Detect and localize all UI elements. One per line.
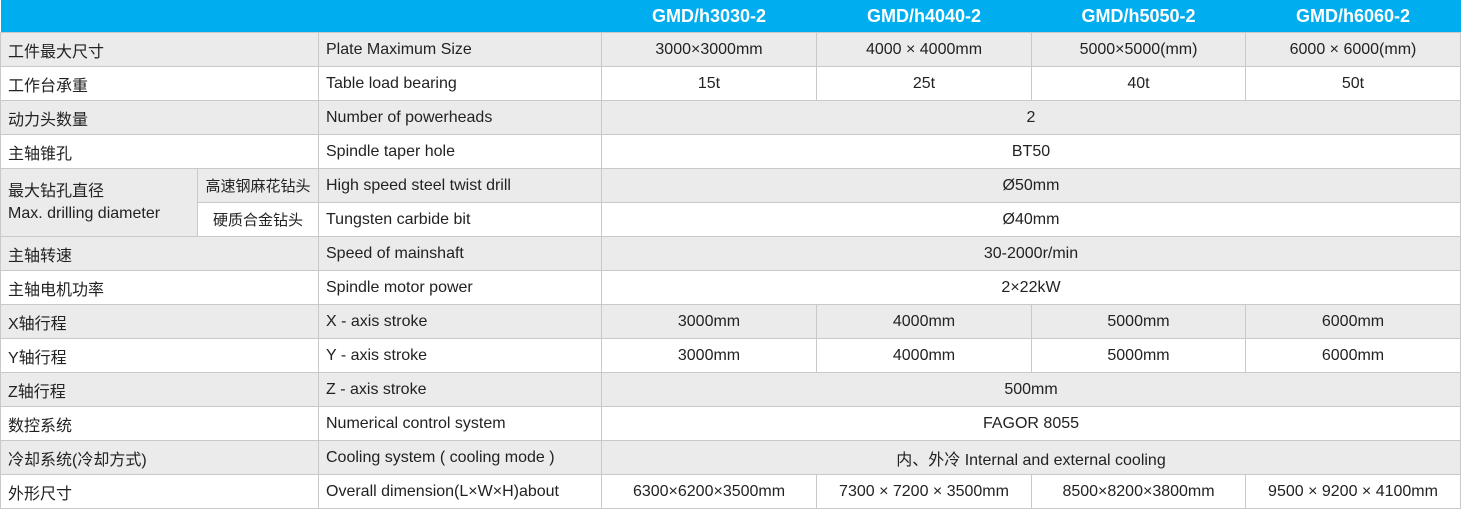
param-en: Y - axis stroke	[318, 338, 602, 373]
param-en: Spindle motor power	[318, 270, 602, 305]
param-sub-cn: 高速钢麻花钻头	[197, 168, 319, 203]
value-cell: 25t	[816, 66, 1032, 101]
value-cell: Ø50mm	[601, 168, 1461, 203]
param-cn: 工件最大尺寸	[0, 32, 319, 67]
model-header: GMD/h4040-2	[816, 0, 1032, 33]
table-row: X轴行程 X - axis stroke 3000mm 4000mm 5000mm 600…	[0, 304, 1461, 339]
model-header: GMD/h3030-2	[601, 0, 817, 33]
param-cn: 动力头数量	[0, 100, 319, 135]
value-cell: 内、外冷 Internal and external cooling	[601, 440, 1461, 475]
param-cn: 数控系统	[0, 406, 319, 441]
value-cell: 4000 × 4000mm	[816, 32, 1032, 67]
value-cell: 6000 × 6000(mm)	[1245, 32, 1461, 67]
param-en: Spindle taper hole	[318, 134, 602, 169]
param-en: Speed of mainshaft	[318, 236, 602, 271]
table-row: 数控系统 Numerical control system FAGOR 8055	[0, 406, 1461, 441]
table-row: Z轴行程 Z - axis stroke 500mm	[0, 372, 1461, 407]
table-row: 主轴电机功率 Spindle motor power 2×22kW	[0, 270, 1461, 305]
param-en: Plate Maximum Size	[318, 32, 602, 67]
value-cell: 40t	[1031, 66, 1246, 101]
param-cn: Z轴行程	[0, 372, 319, 407]
table-row: 动力头数量 Number of powerheads 2	[0, 100, 1461, 135]
value-cell: 50t	[1245, 66, 1461, 101]
param-cn-en: Max. drilling diameter	[8, 204, 161, 222]
param-cn: 外形尺寸	[0, 474, 319, 509]
table-row: 外形尺寸 Overall dimension(L×W×H)about 6300×62…	[0, 474, 1461, 509]
param-cn: Y轴行程	[0, 338, 319, 373]
value-cell: 4000mm	[816, 338, 1032, 373]
value-cell: BT50	[601, 134, 1461, 169]
table-row: 工件最大尺寸 Plate Maximum Size 3000×3000mm 4000 …	[0, 32, 1461, 67]
value-cell: 9500 × 9200 × 4100mm	[1245, 474, 1461, 509]
value-cell: 7300 × 7200 × 3500mm	[816, 474, 1032, 509]
param-cn: 主轴锥孔	[0, 134, 319, 169]
param-en: Tungsten carbide bit	[318, 202, 602, 237]
table-row: 主轴锥孔 Spindle taper hole BT50	[0, 134, 1461, 169]
value-cell: 3000×3000mm	[601, 32, 817, 67]
value-cell: 6000mm	[1245, 338, 1461, 373]
param-en: High speed steel twist drill	[318, 168, 602, 203]
value-cell: Ø40mm	[601, 202, 1461, 237]
value-cell: 2	[601, 100, 1461, 135]
param-en: X - axis stroke	[318, 304, 602, 339]
value-cell: 6000mm	[1245, 304, 1461, 339]
value-cell: 5000mm	[1031, 338, 1246, 373]
model-header: GMD/h6060-2	[1245, 0, 1461, 33]
value-cell: 4000mm	[816, 304, 1032, 339]
value-cell: 15t	[601, 66, 817, 101]
table-row: 硬质合金钻头 Tungsten carbide bit Ø40mm	[1, 202, 1461, 237]
value-cell: 500mm	[601, 372, 1461, 407]
table-row: 工作台承重 Table load bearing 15t 25t 40t 50t	[0, 66, 1461, 101]
param-en: Cooling system ( cooling mode )	[318, 440, 602, 475]
param-en: Number of powerheads	[318, 100, 602, 135]
model-header: GMD/h5050-2	[1031, 0, 1246, 33]
table-row: Y轴行程 Y - axis stroke 3000mm 4000mm 5000mm 600…	[0, 338, 1461, 373]
value-cell: 8500×8200×3800mm	[1031, 474, 1246, 509]
value-cell: FAGOR 8055	[601, 406, 1461, 441]
header-blank	[0, 0, 602, 33]
value-cell: 5000×5000(mm)	[1031, 32, 1246, 67]
param-en: Overall dimension(L×W×H)about	[318, 474, 602, 509]
param-en: Numerical control system	[318, 406, 602, 441]
table-row: 最大钻孔直径 Max. drilling diameter 高速钢麻花钻头 High …	[0, 168, 1461, 237]
value-cell: 2×22kW	[601, 270, 1461, 305]
value-cell: 3000mm	[601, 304, 817, 339]
param-en: Z - axis stroke	[318, 372, 602, 407]
table-row: 主轴转速 Speed of mainshaft 30-2000r/min	[0, 236, 1461, 271]
param-cn: 主轴电机功率	[0, 270, 319, 305]
value-cell: 30-2000r/min	[601, 236, 1461, 271]
param-cn: 最大钻孔直径	[8, 182, 105, 200]
value-cell: 3000mm	[601, 338, 817, 373]
table-row: 冷却系统(冷却方式) Cooling system ( cooling mode …	[0, 440, 1461, 475]
param-sub-cn: 硬质合金钻头	[197, 202, 319, 237]
param-cn: 冷却系统(冷却方式)	[0, 440, 319, 475]
param-cn: 工作台承重	[0, 66, 319, 101]
header-row: GMD/h3030-2 GMD/h4040-2 GMD/h5050-2 GMD/…	[0, 0, 1461, 33]
value-cell: 5000mm	[1031, 304, 1246, 339]
param-en: Table load bearing	[318, 66, 602, 101]
param-cn: X轴行程	[0, 304, 319, 339]
value-cell: 6300×6200×3500mm	[601, 474, 817, 509]
param-cn-group: 最大钻孔直径 Max. drilling diameter	[0, 168, 198, 237]
param-cn: 主轴转速	[0, 236, 319, 271]
